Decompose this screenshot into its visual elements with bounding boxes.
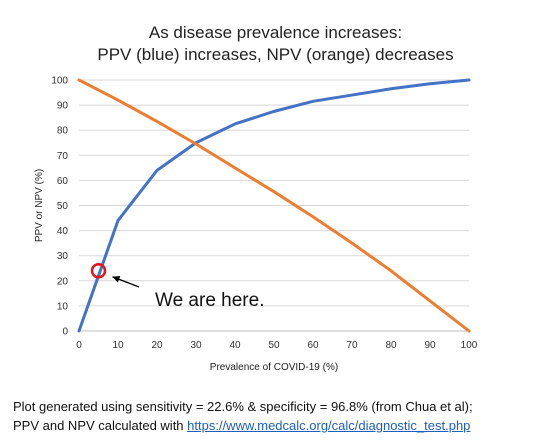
x-tick-label-50: 50 [268,340,280,351]
x-tick-label-0: 0 [76,340,82,351]
y-tick-label-80: 80 [57,126,69,137]
footer-line-2: PPV and NPV calculated with https://www.… [13,416,548,435]
x-tick-label-60: 60 [307,340,319,351]
y-tick-label-20: 20 [57,276,69,287]
x-tick-label-90: 90 [424,340,436,351]
x-tick-label-10: 10 [112,340,124,351]
medcalc-link[interactable]: https://www.medcalc.org/calc/diagnostic_… [187,418,471,433]
y-tick-label-40: 40 [57,226,69,237]
y-tick-label-50: 50 [57,201,69,212]
footer-note: Plot generated using sensitivity = 22.6%… [13,397,548,435]
y-axis-title: PPV or NPV (%) [34,169,45,242]
y-tick-label-10: 10 [57,301,69,312]
y-tick-label-30: 30 [57,251,69,262]
chart-title-line-2: PPV (blue) increases, NPV (orange) decre… [97,45,454,64]
x-axis-title: Prevalence of COVID-19 (%) [210,362,338,373]
x-tick-label-20: 20 [151,340,163,351]
y-tick-label-70: 70 [57,151,69,162]
chart-title-line-1: As disease prevalence increases: [148,23,403,42]
footer-line-2-text: PPV and NPV calculated with [13,418,188,433]
series-line-2 [77,78,471,333]
x-tick-label-40: 40 [229,340,241,351]
y-tick-label-0: 0 [62,327,68,338]
here-marker-circle [90,263,107,279]
x-tick-label-100: 100 [461,340,478,351]
annotation-arrow-head [112,276,121,283]
x-tick-label-80: 80 [385,340,397,351]
footer-line-1: Plot generated using sensitivity = 22.6%… [13,399,473,414]
series-line-1 [77,78,471,333]
y-tick-label-60: 60 [57,176,69,187]
annotation-text: We are here. [155,290,264,311]
chart-title: As disease prevalence increases: PPV (bl… [0,22,551,66]
x-tick-label-70: 70 [346,340,358,351]
y-tick-label-90: 90 [57,101,69,112]
x-tick-label-30: 30 [190,340,202,351]
y-tick-label-100: 100 [51,76,68,87]
